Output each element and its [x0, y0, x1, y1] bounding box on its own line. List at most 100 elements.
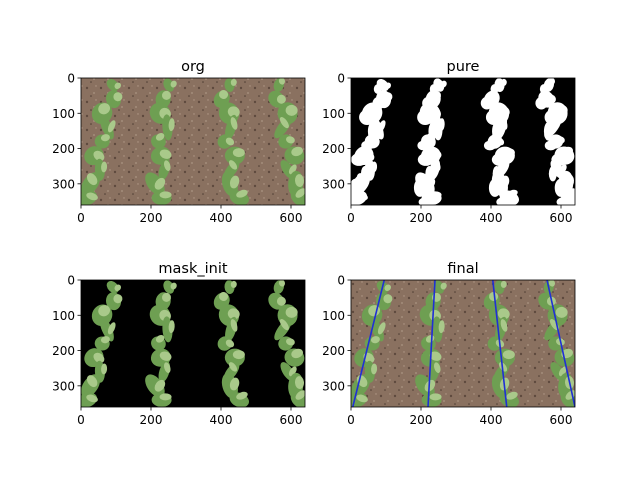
plant-blob — [440, 282, 447, 290]
y-tick-label: 200 — [322, 344, 345, 358]
plant-blob — [500, 280, 507, 288]
plant-blob — [155, 132, 165, 141]
y-tick-label: 0 — [337, 274, 345, 288]
plant-blob — [440, 80, 447, 88]
plant-blob — [294, 376, 305, 390]
plant-blob — [294, 174, 305, 188]
plant-blob — [502, 350, 515, 360]
plant-blob — [496, 197, 513, 205]
y-tick-label: 100 — [322, 309, 345, 323]
row-line — [351, 280, 386, 407]
plant-blob — [230, 117, 238, 130]
subplot-title: org — [181, 59, 205, 75]
plant-blob — [279, 117, 289, 129]
plant-blob — [114, 284, 122, 292]
plant-blob — [555, 306, 568, 318]
y-tick-label: 300 — [322, 379, 345, 393]
plant-blob — [232, 148, 245, 158]
plant-blob — [155, 334, 165, 343]
plant-blob — [99, 317, 114, 342]
plant-blob — [161, 292, 171, 302]
y-tick-label: 100 — [52, 107, 75, 121]
plant-blob — [154, 177, 166, 190]
plant-blob — [163, 362, 171, 374]
plant-blob — [154, 379, 166, 392]
plant-blob — [383, 92, 393, 102]
plant-blob — [170, 80, 177, 88]
plant-blob — [98, 305, 111, 317]
plant-blob — [370, 134, 380, 142]
row-line — [491, 280, 508, 407]
plant-blob — [546, 94, 556, 104]
plant-blob — [543, 122, 552, 141]
plant-blob — [288, 366, 297, 377]
plant-blob — [556, 136, 565, 144]
plant-blob — [433, 362, 441, 374]
plant-blob — [107, 120, 116, 133]
plant-blob — [371, 363, 378, 375]
plant-blob — [227, 308, 240, 320]
plant-blob — [145, 172, 165, 196]
plant-blob — [86, 375, 98, 388]
x-tick-label: 0 — [77, 413, 85, 427]
plant-blob — [229, 377, 240, 391]
subplot-pure: pure 0 200 400 600 0 100 200 300 — [322, 59, 576, 225]
plant-blob — [225, 137, 235, 146]
plant-blob — [279, 319, 289, 331]
plant-blob — [291, 348, 303, 359]
plant-blob — [159, 351, 172, 361]
plant-blob — [225, 339, 235, 348]
plant-blob — [429, 191, 442, 199]
plant-blob — [278, 280, 285, 287]
plant-blob — [417, 109, 434, 125]
plant-blob — [425, 132, 435, 141]
plant-blob — [548, 78, 555, 85]
plant-blob — [159, 191, 172, 199]
plant-blob — [291, 146, 303, 157]
plant-blob — [377, 120, 386, 133]
plant-blob — [488, 178, 501, 197]
subplot-image — [81, 78, 305, 205]
plant-blob — [384, 284, 392, 292]
x-tick-label: 600 — [550, 413, 573, 427]
x-tick-label: 400 — [210, 413, 233, 427]
plant-blob — [168, 118, 175, 132]
x-tick-label: 200 — [140, 413, 163, 427]
subplot-image — [351, 280, 575, 407]
x-tick-label: 200 — [140, 211, 163, 225]
plant-blob — [101, 161, 108, 173]
subplot-title: mask_init — [158, 261, 227, 277]
plant-blob — [100, 134, 110, 142]
plant-blob — [276, 94, 286, 104]
plant-blob — [485, 109, 502, 125]
plant-blob — [229, 175, 240, 189]
plant-blob — [383, 294, 393, 304]
x-tick-label: 200 — [410, 413, 433, 427]
plant-blob — [219, 292, 229, 302]
plant-blob — [236, 391, 248, 400]
x-tick-label: 400 — [480, 413, 503, 427]
plant-blob — [295, 390, 305, 400]
y-tick-label: 200 — [322, 142, 345, 156]
plant-blob — [101, 363, 108, 375]
plant-blob — [159, 393, 172, 401]
plant-blob — [285, 104, 298, 116]
plant-blob — [483, 140, 496, 151]
plant-blob — [433, 160, 441, 172]
row-line — [427, 280, 436, 407]
plant-blob — [548, 280, 555, 287]
plant-blob — [168, 320, 175, 334]
plant-blob — [499, 175, 510, 189]
plant-blob — [99, 115, 114, 140]
plant-blob — [535, 96, 548, 110]
plant-blob — [86, 173, 98, 186]
plant-blob — [431, 90, 441, 100]
plant-blob — [86, 192, 98, 201]
plant-blob — [286, 338, 295, 346]
plant-blob — [413, 178, 426, 197]
subplot-title: pure — [447, 59, 480, 75]
plant-blob — [351, 197, 361, 205]
plant-blob — [489, 292, 499, 302]
plant-blob — [549, 117, 559, 129]
